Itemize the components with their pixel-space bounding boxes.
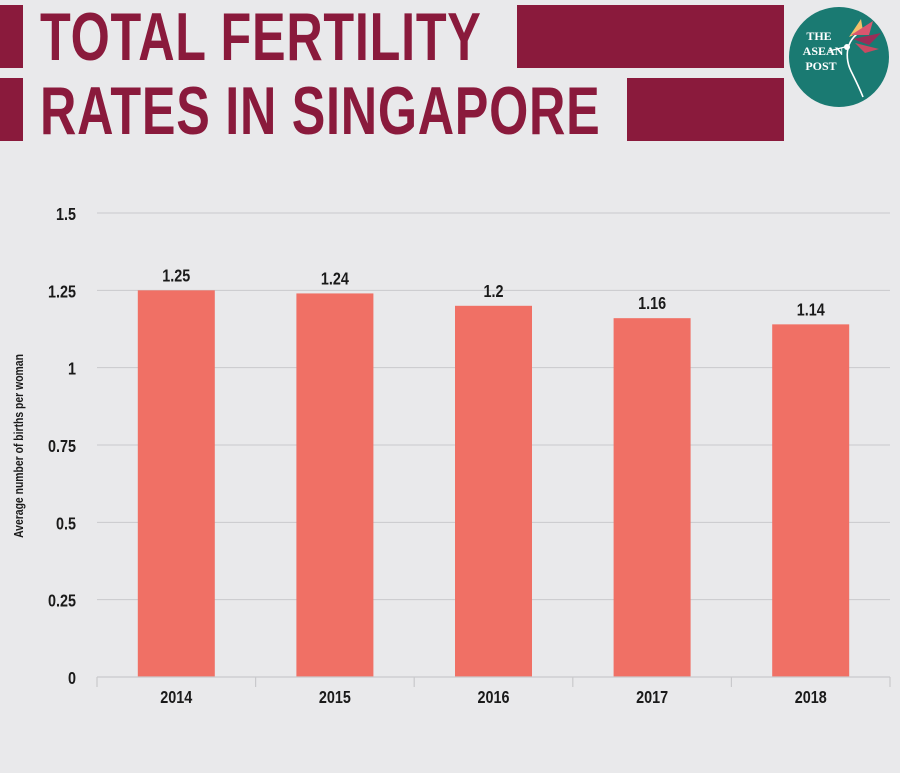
x-axis: [96, 676, 891, 687]
y-tick-label: 0.25: [48, 591, 76, 611]
value-labels: 1.25 1.24 1.2 1.16 1.14: [162, 266, 824, 320]
y-tick-label: 0.75: [48, 437, 76, 457]
value-label: 1.14: [797, 300, 825, 320]
y-tick-label: 1.5: [56, 205, 76, 225]
title-bar-right-bottom: [627, 78, 784, 141]
x-tick-label: 2014: [160, 688, 192, 708]
x-tick-label: 2017: [636, 688, 668, 708]
x-tick-label: 2015: [319, 688, 351, 708]
value-label: 1.25: [162, 266, 190, 286]
value-label: 1.2: [483, 281, 503, 301]
bar-2014: [137, 290, 215, 677]
bars: [137, 290, 850, 677]
y-tick-label: 1: [68, 359, 76, 379]
the-asean-post-logo: THE ASEAN POST: [789, 7, 889, 107]
bar-chart: 0 0.25 0.5 0.75 1 1.25 1.5 1.25 1.24 1.2 1.16 1.14…: [12, 205, 891, 708]
x-tick-label: 2018: [795, 688, 827, 708]
hummingbird-icon: [828, 19, 881, 98]
title-bar-left-bottom: [0, 78, 23, 141]
y-axis-label: Average number of births per woman: [12, 354, 26, 538]
bar-2015: [296, 293, 374, 677]
bar-2017: [613, 318, 691, 677]
chart-title-line-1: TOTAL FERTILITY: [40, 0, 482, 75]
bar-2018: [772, 324, 850, 677]
title-bar-right-top: [517, 5, 784, 68]
logo-text-asean: ASEAN: [803, 44, 844, 58]
y-tick-label: 0: [68, 669, 76, 689]
logo-text-the: THE: [806, 29, 831, 43]
bar-2016: [455, 305, 532, 677]
y-axis-ticks: 0 0.25 0.5 0.75 1 1.25 1.5: [48, 205, 76, 689]
header: TOTAL FERTILITY RATES IN SINGAPORE THE A…: [0, 0, 900, 150]
value-label: 1.16: [638, 294, 666, 314]
x-axis-labels: 2014 2015 2016 2017 2018: [160, 688, 826, 708]
y-tick-label: 1.25: [48, 282, 76, 302]
value-label: 1.24: [321, 269, 349, 289]
x-tick-label: 2016: [477, 688, 509, 708]
chart-title-line-2: RATES IN SINGAPORE: [40, 73, 601, 149]
logo-text-post: POST: [805, 59, 836, 73]
y-tick-label: 0.5: [56, 514, 76, 534]
title-bar-left-top: [0, 5, 23, 68]
